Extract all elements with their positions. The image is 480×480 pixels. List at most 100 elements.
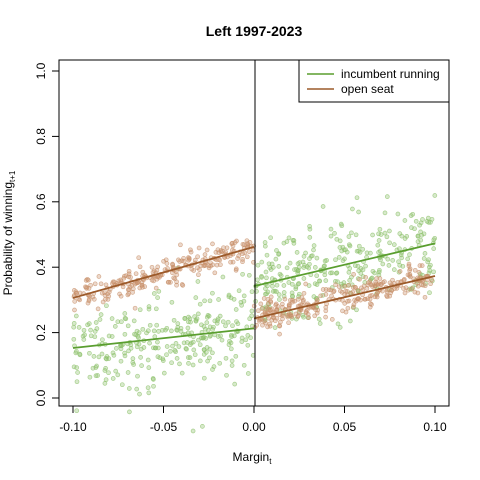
point-incumbent-running — [173, 341, 179, 346]
point-incumbent-running — [225, 319, 231, 325]
point-incumbent-running — [243, 337, 249, 343]
point-incumbent-running — [156, 329, 161, 334]
point-incumbent-running — [241, 293, 247, 299]
point-incumbent-running — [377, 226, 383, 232]
point-open-seat — [242, 250, 248, 256]
point-open-seat — [154, 276, 160, 282]
point-open-seat — [367, 293, 373, 299]
point-open-seat — [329, 317, 335, 322]
point-incumbent-running — [431, 269, 436, 275]
point-open-seat — [163, 257, 169, 263]
point-open-seat — [301, 290, 307, 296]
point-open-seat — [139, 282, 145, 288]
point-incumbent-running — [182, 315, 188, 321]
point-incumbent-running — [372, 270, 377, 276]
point-open-seat — [230, 259, 236, 265]
point-incumbent-running — [363, 263, 368, 269]
point-incumbent-running — [207, 298, 213, 304]
point-incumbent-running — [295, 261, 301, 266]
point-incumbent-running — [141, 345, 147, 350]
point-open-seat — [258, 301, 264, 307]
point-open-seat — [339, 289, 345, 295]
point-open-seat — [77, 290, 83, 296]
point-incumbent-running — [236, 288, 242, 294]
point-incumbent-running — [378, 257, 383, 263]
point-incumbent-running — [353, 232, 359, 238]
point-incumbent-running — [314, 255, 320, 261]
point-incumbent-running — [190, 339, 196, 345]
point-incumbent-running — [290, 237, 296, 243]
fit-line-open-seat-left — [72, 246, 255, 299]
point-incumbent-running — [355, 263, 361, 269]
point-incumbent-running — [102, 368, 108, 373]
point-incumbent-running — [170, 343, 175, 349]
point-incumbent-running — [93, 373, 99, 379]
point-incumbent-running — [245, 342, 251, 348]
point-incumbent-running — [281, 290, 287, 295]
point-incumbent-running — [421, 231, 427, 237]
point-open-seat — [197, 267, 202, 272]
point-open-seat — [419, 282, 424, 288]
point-incumbent-running — [432, 193, 438, 198]
point-incumbent-running — [164, 352, 169, 358]
point-incumbent-running — [185, 355, 191, 360]
point-incumbent-running — [278, 273, 284, 278]
point-incumbent-running — [277, 297, 282, 302]
point-open-seat — [323, 314, 328, 320]
point-incumbent-running — [328, 233, 334, 239]
point-incumbent-running — [270, 283, 275, 289]
point-incumbent-running — [136, 330, 142, 336]
point-incumbent-running — [146, 390, 152, 396]
point-incumbent-running — [106, 356, 112, 361]
point-incumbent-running — [137, 307, 143, 313]
point-incumbent-running — [203, 326, 208, 332]
point-incumbent-running — [186, 319, 191, 325]
point-incumbent-running — [407, 252, 412, 257]
point-incumbent-running — [186, 361, 191, 366]
point-incumbent-running — [96, 354, 102, 360]
point-open-seat — [406, 263, 412, 269]
point-incumbent-running — [125, 323, 131, 329]
point-incumbent-running — [151, 328, 157, 334]
y-tick-label: 0.2 — [34, 324, 48, 341]
point-incumbent-running — [207, 355, 212, 361]
point-open-seat — [361, 283, 367, 289]
point-open-seat — [407, 268, 412, 273]
point-incumbent-running — [308, 253, 314, 259]
point-incumbent-running — [152, 334, 158, 339]
point-incumbent-running — [312, 281, 318, 287]
point-incumbent-running — [333, 257, 338, 263]
point-incumbent-running — [126, 386, 132, 391]
point-incumbent-running — [135, 373, 140, 379]
point-open-seat — [284, 313, 290, 318]
point-open-seat — [374, 276, 379, 281]
point-incumbent-running — [119, 343, 124, 349]
point-incumbent-running — [358, 266, 364, 271]
point-incumbent-running — [350, 206, 355, 212]
point-incumbent-running — [174, 327, 180, 333]
point-open-seat — [180, 283, 186, 288]
point-open-seat — [323, 292, 329, 297]
point-open-seat — [170, 261, 175, 267]
point-open-seat — [368, 301, 373, 306]
point-incumbent-running — [281, 240, 287, 246]
point-incumbent-running — [113, 346, 119, 351]
y-tick-label: 0.0 — [34, 389, 48, 406]
point-incumbent-running — [115, 319, 121, 325]
point-incumbent-running — [115, 372, 121, 378]
point-incumbent-running — [360, 274, 366, 279]
point-open-seat — [266, 306, 271, 312]
point-open-seat — [358, 297, 363, 303]
point-incumbent-running — [390, 258, 396, 263]
point-incumbent-running — [249, 308, 255, 314]
point-incumbent-running — [347, 243, 353, 249]
point-open-seat — [133, 280, 139, 286]
point-incumbent-running — [71, 336, 77, 342]
point-incumbent-running — [295, 281, 301, 287]
point-incumbent-running — [397, 246, 402, 252]
point-open-seat — [210, 241, 215, 247]
point-incumbent-running — [259, 274, 264, 279]
point-open-seat — [351, 272, 356, 277]
point-incumbent-running — [335, 321, 341, 327]
point-incumbent-running — [195, 279, 201, 284]
